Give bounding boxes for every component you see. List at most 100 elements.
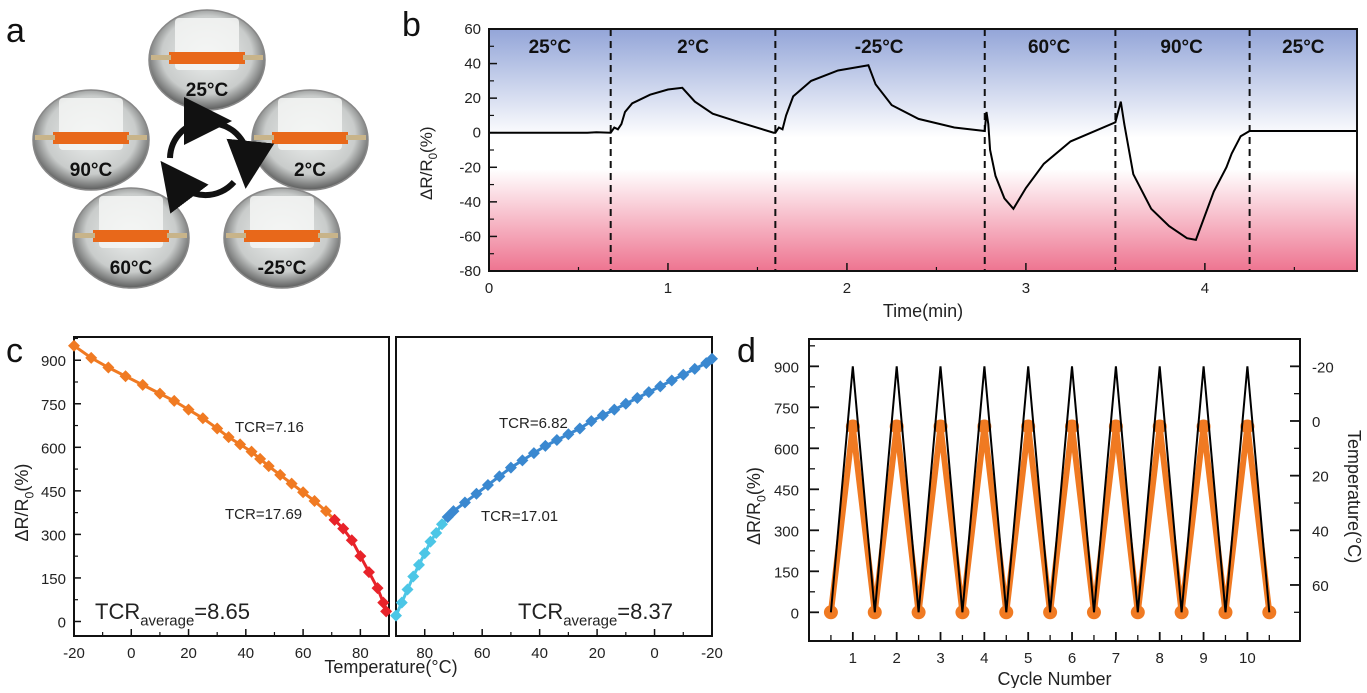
- photo-label: 90°C: [70, 160, 113, 181]
- x-tick-label: 0: [485, 280, 493, 297]
- data-point-marker: [401, 583, 414, 596]
- electrode-left: [75, 233, 95, 238]
- data-point-marker: [119, 370, 132, 383]
- y-tick-label: 900: [41, 353, 66, 370]
- x-tick-label: 4: [980, 650, 988, 667]
- electrode-right: [127, 135, 147, 140]
- data-point-marker: [706, 352, 718, 365]
- data-point-marker: [654, 380, 667, 393]
- x-tick-label: 1: [664, 280, 672, 297]
- y2-tick-label: -20: [1312, 359, 1334, 376]
- x-tick-label: 80: [352, 645, 369, 662]
- y-tick-label: -80: [459, 263, 481, 280]
- y2-tick-label: 20: [1312, 469, 1329, 486]
- y2-tick-label: 0: [1312, 414, 1320, 431]
- data-point-marker: [345, 534, 358, 547]
- data-point-marker: [550, 434, 563, 447]
- x-tick-label: 80: [416, 645, 433, 662]
- data-point-marker: [412, 558, 425, 571]
- data-point-marker: [596, 409, 609, 422]
- data-point-marker: [211, 422, 224, 435]
- y2-tick-label: 40: [1312, 523, 1329, 540]
- panel-letter-a: a: [6, 12, 25, 50]
- x-tick-label: 1: [849, 650, 857, 667]
- x-tick-label: 5: [1024, 650, 1032, 667]
- data-point-marker: [380, 605, 393, 618]
- x-tick-label: 2: [893, 650, 901, 667]
- x-tick-label: 6: [1068, 650, 1076, 667]
- x-tick-label: -20: [63, 645, 85, 662]
- label-sub: average: [563, 613, 617, 630]
- segment-label: 25°C: [529, 37, 572, 58]
- data-point-marker: [481, 479, 494, 492]
- photo-bottom-left: 60°C: [72, 187, 190, 289]
- x-axis-label: Time(min): [883, 301, 963, 321]
- data-point-marker: [585, 415, 598, 428]
- response-series-line: [829, 366, 1271, 613]
- data-point-marker: [435, 518, 448, 531]
- y-axis-label: ΔR/R0(%): [417, 126, 440, 200]
- data-point-marker: [516, 454, 529, 467]
- y-tick-label: 0: [58, 614, 66, 631]
- electrode-left: [226, 233, 246, 238]
- x-axis-label: Temperature(°C): [324, 657, 457, 677]
- label-main: TCR: [95, 599, 140, 624]
- temperature-data-point: [823, 605, 838, 620]
- data-point-marker: [262, 460, 275, 473]
- data-point-marker: [642, 386, 655, 399]
- data-point-marker: [320, 505, 332, 518]
- electrode-left: [35, 135, 55, 140]
- label-main: ΔR/R: [744, 502, 764, 545]
- x-tick-label: 60: [295, 645, 312, 662]
- x-tick-label: 2: [843, 280, 851, 297]
- y-tick-label: 150: [41, 571, 66, 588]
- photo-label: 25°C: [186, 80, 229, 101]
- y-tick-label: 60: [464, 21, 481, 38]
- segment-label: 60°C: [1028, 37, 1071, 58]
- data-point-marker: [362, 566, 375, 579]
- data-point-marker: [573, 422, 586, 435]
- y-tick-label: 0: [473, 125, 481, 142]
- plot-frame: [73, 336, 390, 637]
- label-sub: average: [140, 613, 194, 630]
- x-tick-label: 40: [531, 645, 548, 662]
- y-axis-label: ΔR/R0(%): [744, 467, 768, 545]
- label-tail: =8.37: [617, 599, 673, 624]
- x-axis-label: Cycle Number: [997, 669, 1111, 688]
- series-label: TCR=7.16: [235, 419, 304, 436]
- data-point-marker: [196, 412, 209, 425]
- panel-a: a 25°C 2°C -25°C 60°C 90°C: [6, 9, 369, 289]
- sensor-strip: [169, 52, 245, 64]
- label-tail: =8.65: [194, 599, 250, 624]
- data-point-marker: [424, 535, 437, 548]
- series-label: TCR=17.69: [225, 506, 302, 523]
- y-tick-label: 20: [464, 90, 481, 107]
- data-point-marker: [371, 582, 384, 595]
- y-tick-label: 450: [774, 482, 799, 499]
- data-point-marker: [504, 461, 517, 474]
- label-main: ΔR/R: [12, 498, 32, 541]
- data-point-marker: [234, 438, 247, 451]
- segment-label: 25°C: [1282, 37, 1325, 58]
- temperature-data-point: [889, 419, 904, 434]
- panel-letter-b: b: [402, 6, 421, 44]
- sensor-strip: [244, 230, 320, 242]
- data-point-marker: [245, 445, 258, 458]
- data-point-marker: [153, 387, 166, 400]
- temperature-data-point: [1152, 419, 1167, 434]
- x-tick-label: -20: [701, 645, 723, 662]
- y2-tick-label: 60: [1312, 578, 1329, 595]
- segment-label: 2°C: [677, 37, 709, 58]
- photo-label: 2°C: [294, 160, 326, 181]
- y-tick-label: 40: [464, 56, 481, 73]
- temperature-data-point: [1240, 419, 1255, 434]
- data-point-marker: [390, 609, 402, 622]
- electrode-right: [318, 233, 338, 238]
- plot-frame: [395, 336, 713, 637]
- data-point-marker: [308, 495, 321, 508]
- electrode-right: [243, 55, 263, 60]
- y-tick-label: -20: [459, 159, 481, 176]
- x-tick-label: 40: [237, 645, 254, 662]
